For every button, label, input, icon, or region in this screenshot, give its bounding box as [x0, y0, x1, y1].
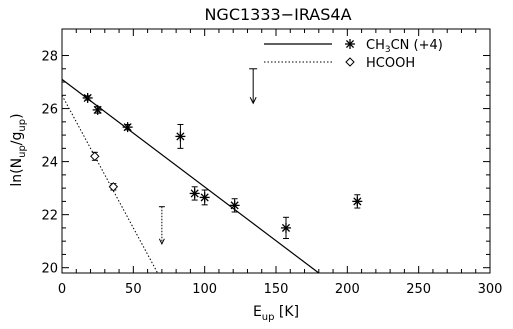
y-axis-label-post: ): [9, 113, 25, 118]
asterisk-stroke: [200, 193, 209, 202]
y-tick-label: 22: [41, 209, 58, 224]
chart-title: NGC1333−IRAS4A: [204, 5, 351, 24]
asterisk-stroke: [281, 223, 291, 232]
asterisk-stroke: [83, 93, 92, 103]
ch3cn-point: [199, 192, 210, 203]
ch3cn-fit-line: [61, 78, 320, 274]
legend-ch3cn-label-a: CH: [366, 38, 385, 53]
hcooh-point: [108, 182, 119, 192]
x-axis-label-unit: [K]: [274, 304, 299, 320]
asterisk-stroke: [190, 189, 199, 198]
y-axis-label-sub1: up: [17, 145, 28, 158]
hcooh-upper-limit-arrowhead: [158, 238, 165, 245]
y-tick-label: 26: [41, 103, 58, 118]
legend-ch3cn-marker: [345, 39, 355, 49]
hcooh-point: [90, 151, 100, 162]
asterisk-stroke: [93, 105, 102, 114]
ch3cn-point: [352, 196, 363, 207]
ch3cn-point: [175, 131, 186, 142]
legend-hcooh-label: HCOOH: [366, 56, 415, 71]
ch3cn-point: [189, 188, 200, 199]
y-axis-label: ln(Nup/gup): [9, 113, 28, 186]
ch3cn-point: [229, 200, 240, 211]
y-axis-label-mid: /g: [9, 132, 25, 146]
asterisk-stroke: [353, 197, 362, 206]
hcooh-fit-line: [61, 95, 159, 274]
legend-diamond: [345, 57, 355, 67]
ch3cn-point: [92, 104, 103, 115]
legend-ch3cn-label-b: CN (+4): [391, 38, 443, 53]
x-tick-label: 50: [125, 282, 142, 297]
x-axis-label-base: E: [253, 304, 262, 320]
y-tick-label: 20: [41, 262, 58, 277]
x-tick-label: 250: [406, 282, 431, 297]
x-tick-label: 150: [264, 282, 289, 297]
legend-ch3cn-label: CH3CN (+4): [366, 38, 443, 55]
data-points: [82, 68, 363, 245]
y-axis-label-sub2: up: [17, 119, 28, 132]
ch3cn-point: [280, 222, 291, 233]
asterisk-stroke: [230, 201, 239, 210]
ch3cn-point: [82, 92, 93, 103]
x-axis-ticks: 0 50 100 150 200 250 300: [58, 29, 503, 297]
ch3cn-point: [122, 122, 133, 133]
x-tick-label: 200: [335, 282, 360, 297]
ch3cn-upper-limit-arrowhead: [249, 97, 257, 105]
x-axis-label: Eup [K]: [253, 304, 299, 323]
fit-lines: [61, 78, 320, 274]
legend: CH3CN (+4) HCOOH: [264, 38, 443, 71]
x-axis-label-sub: up: [262, 312, 275, 323]
y-axis-ticks: 20 22 24 26 28: [41, 50, 490, 277]
asterisk-stroke: [176, 132, 185, 141]
plot-frame: [61, 28, 491, 274]
y-tick-label: 24: [41, 156, 58, 171]
legend-hcooh-marker: [345, 57, 355, 67]
asterisk-stroke: [345, 39, 355, 49]
legend-asterisk: [345, 39, 355, 49]
y-axis-label-pre: ln(N: [9, 158, 25, 187]
x-tick-label: 100: [192, 282, 217, 297]
asterisk-stroke: [123, 123, 132, 132]
legend-ch3cn-label-sub: 3: [385, 45, 391, 55]
x-tick-label: 300: [478, 282, 503, 297]
y-tick-label: 28: [41, 50, 58, 65]
x-tick-label: 0: [58, 282, 66, 297]
